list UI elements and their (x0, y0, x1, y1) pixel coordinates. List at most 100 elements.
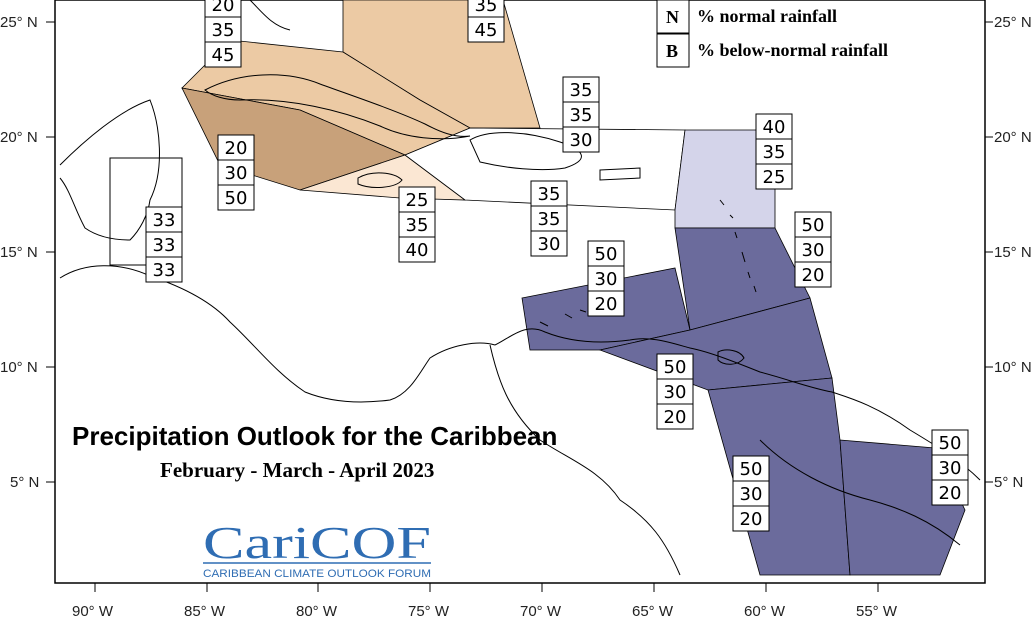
forecast-cell-bg (562, 101, 600, 128)
forecast-box-leeward-south: 50 30 20 (794, 211, 832, 288)
forecast-cell-bg (656, 403, 694, 430)
forecast-box-belize: 33 33 33 (145, 206, 183, 283)
forecast-cell-bg (530, 180, 568, 207)
forecast-value: 20 (740, 509, 763, 530)
coast-trinidad (717, 349, 745, 365)
forecast-cell-bg (398, 211, 436, 238)
forecast-value: 35 (406, 215, 429, 236)
forecast-box-turks-caicos: 35 35 30 (562, 76, 600, 153)
forecast-value: 50 (939, 433, 962, 454)
forecast-value: 30 (225, 163, 248, 184)
forecast-value: 35 (212, 20, 235, 41)
forecast-value: 20 (595, 294, 618, 315)
tick-label-lon-6: 60° W (744, 603, 786, 620)
forecast-boxes: 2035453545353530403525203050333333253540… (145, 0, 969, 532)
forecast-value: 20 (939, 483, 962, 504)
forecast-cell-bg (562, 126, 600, 153)
forecast-box-jamaica: 25 35 40 (398, 186, 436, 263)
tick-label-lat-left-0: 25° N (0, 14, 38, 31)
legend-key-n (656, 0, 690, 34)
forecast-cell-bg (145, 256, 183, 283)
forecast-cell-bg (732, 505, 770, 532)
tick-label-lat-right-2: 15° N (994, 244, 1032, 261)
forecast-cell-bg (755, 113, 793, 140)
forecast-value: 35 (538, 184, 561, 205)
forecast-cell-bg (217, 184, 255, 211)
forecast-box-western-caribbean: 20 30 50 (217, 134, 255, 211)
forecast-cell-bg (755, 163, 793, 190)
forecast-value: 35 (763, 142, 786, 163)
tick-label-lon-3: 75° W (408, 603, 450, 620)
forecast-value: 30 (802, 240, 825, 261)
forecast-value: 30 (664, 382, 687, 403)
logo-tagline: CARIBBEAN CLIMATE OUTLOOK FORUM (203, 568, 431, 580)
legend: N B % normal rainfall % below-normal rai… (656, 0, 888, 68)
lat-axis-right: 25° N 20° N 15° N 10° N 5° N (985, 14, 1032, 491)
forecast-cell-bg (530, 230, 568, 257)
forecast-cell-bg (217, 134, 255, 161)
forecast-cell-bg (931, 479, 969, 506)
forecast-cell-bg (530, 205, 568, 232)
forecast-value: 40 (406, 240, 429, 261)
forecast-value: 35 (570, 105, 593, 126)
tick-label-lat-left-1: 20° N (0, 129, 38, 146)
forecast-value: 50 (225, 188, 248, 209)
forecast-value: 25 (763, 167, 786, 188)
forecast-cell-bg (931, 429, 969, 456)
coast-guianas (759, 439, 961, 546)
forecast-cell-bg (732, 480, 770, 507)
forecast-value: 40 (763, 117, 786, 138)
forecast-value: 20 (664, 407, 687, 428)
coast-yucatan (59, 99, 160, 241)
forecast-cell-bg (656, 353, 694, 380)
lon-axis: 90° W 85° W 80° W 75° W 70° W 65° W 60° … (72, 583, 898, 620)
legend-letter-b: B (666, 41, 678, 61)
forecast-value: 45 (212, 45, 235, 66)
forecast-value: 50 (664, 357, 687, 378)
forecast-value: 33 (153, 260, 176, 281)
forecast-box-hispaniola: 35 35 30 (530, 180, 568, 257)
forecast-value: 45 (475, 20, 498, 41)
tick-label-lat-left-4: 5° N (10, 474, 39, 491)
forecast-cell-bg (794, 236, 832, 263)
tick-label-lat-right-3: 10° N (994, 359, 1032, 376)
forecast-cell-bg (398, 236, 436, 263)
forecast-value: 30 (939, 458, 962, 479)
tick-label-lat-right-1: 20° N (994, 129, 1032, 146)
legend-letter-n: N (666, 7, 679, 27)
forecast-cell-bg (217, 159, 255, 186)
coast-lesser-antilles (719, 199, 757, 293)
forecast-cell-bg (587, 240, 625, 267)
coast-florida (249, 0, 291, 31)
map-subtitle: February - March - April 2023 (160, 458, 434, 482)
coast-south-america (489, 344, 681, 576)
forecast-cell-bg (587, 265, 625, 292)
tick-label-lon-4: 70° W (520, 603, 562, 620)
tick-label-lat-right-0: 25° N (994, 14, 1032, 31)
forecast-cell-bg (794, 211, 832, 238)
forecast-value: 30 (538, 234, 561, 255)
tick-label-lon-0: 90° W (72, 603, 114, 620)
forecast-value: 35 (538, 209, 561, 230)
coast-abc (539, 309, 587, 327)
tick-label-lon-5: 65° W (632, 603, 674, 620)
forecast-cell-bg (755, 138, 793, 165)
legend-text-n: % normal rainfall (697, 6, 837, 26)
coastlines (59, 0, 981, 576)
forecast-value: 20 (212, 0, 235, 16)
tick-label-lon-7: 55° W (856, 603, 898, 620)
forecast-box-north-florida: 20 35 45 (204, 0, 242, 68)
forecast-value: 35 (570, 80, 593, 101)
forecast-box-abc-islands: 50 30 20 (587, 240, 625, 317)
coast-jamaica (357, 172, 403, 188)
map-title: Precipitation Outlook for the Caribbean (72, 421, 557, 451)
tick-label-lat-right-4: 5° N (994, 474, 1023, 491)
lat-axis-left: 25° N 20° N 15° N 10° N 5° N (0, 14, 55, 491)
forecast-value: 20 (225, 138, 248, 159)
forecast-cell-bg (398, 186, 436, 213)
forecast-cell-bg (931, 454, 969, 481)
forecast-box-guyana: 50 30 20 (732, 455, 770, 532)
tick-label-lat-left-2: 15° N (0, 244, 38, 261)
